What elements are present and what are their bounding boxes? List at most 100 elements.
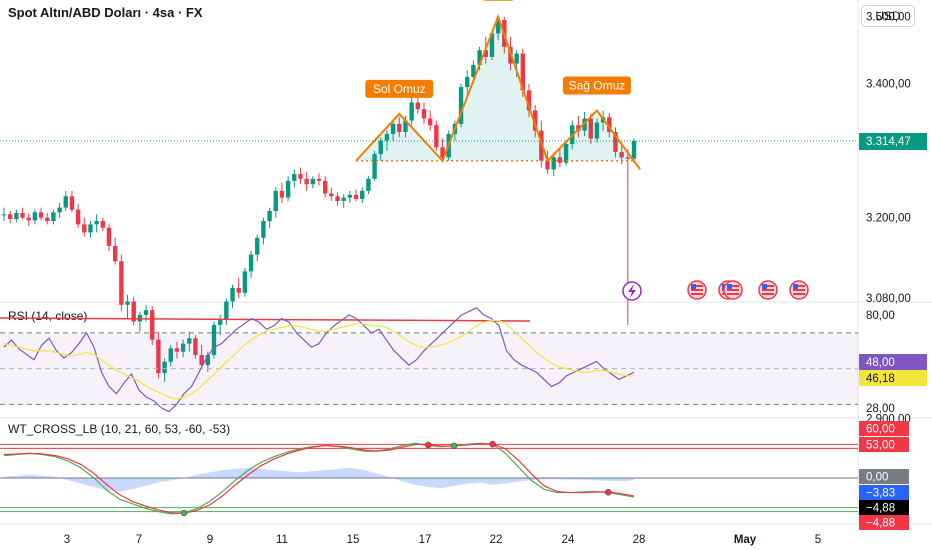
candle-body	[217, 319, 223, 325]
candle-body	[532, 110, 538, 131]
rsi-series-line	[3, 307, 635, 413]
last-price-badge	[859, 133, 927, 150]
x-tick-label: 28	[633, 534, 646, 546]
wt-series-line	[3, 443, 635, 514]
candle-body	[520, 53, 526, 91]
last-price-label: 3.314,47	[866, 136, 911, 148]
rsi-value-badge	[859, 354, 927, 370]
candle-body	[100, 221, 106, 228]
candle-body	[409, 102, 414, 121]
us-flag-icon	[691, 284, 696, 289]
candle-body	[242, 271, 248, 293]
us-flag-icon	[793, 293, 805, 295]
us-flag-icon	[727, 284, 732, 289]
wt-value-badge	[859, 469, 909, 484]
pattern-label-box	[365, 79, 434, 98]
candle-body	[415, 102, 421, 110]
wt-cross-dot	[489, 440, 496, 448]
candle-body	[230, 288, 235, 302]
candle-body	[477, 50, 482, 65]
rsi-ma-badge	[859, 370, 927, 386]
rsi-pane-title: RSI (14, close)	[8, 309, 88, 323]
candle-body	[304, 178, 309, 185]
candle-body	[347, 194, 353, 198]
candle-body	[32, 212, 38, 221]
candle-body	[187, 338, 192, 344]
candle-body	[440, 147, 445, 158]
candle-body	[434, 125, 439, 148]
candle-body	[63, 196, 68, 208]
candle-body	[366, 178, 371, 191]
candle-body	[125, 301, 130, 305]
pattern-label: Sol Omuz	[373, 82, 426, 96]
candle-body	[372, 154, 377, 179]
candle-body	[329, 193, 334, 197]
wt-value-badge	[859, 421, 909, 436]
candle-body	[112, 245, 118, 262]
candle-body	[199, 355, 204, 366]
candle-body	[150, 310, 155, 340]
x-tick-label: 15	[347, 534, 360, 546]
candle-body	[51, 212, 56, 222]
candle-body	[495, 20, 501, 34]
candle-body	[82, 224, 87, 233]
wt-value-label: −4,88	[866, 518, 895, 530]
x-tick-label: 22	[490, 534, 503, 546]
candle-body	[143, 310, 149, 315]
x-tick-label: 17	[419, 534, 432, 546]
rsi-series-line	[3, 319, 634, 400]
us-flag-icon	[793, 289, 805, 291]
pattern-label-box	[482, 0, 514, 1]
y-tick-label: 3.500,00	[866, 12, 911, 24]
currency-button[interactable]: USD	[861, 5, 915, 27]
wt-value-badge	[859, 437, 909, 452]
candle-body	[341, 197, 346, 201]
wt-cross-dot	[450, 442, 458, 450]
us-flag-icon	[793, 284, 798, 289]
candle-body	[292, 174, 297, 181]
x-tick-label: 7	[136, 534, 142, 546]
candle-body	[285, 180, 291, 198]
candle-body	[322, 180, 328, 194]
candle-body	[384, 133, 390, 141]
wt-value-label: 53,00	[866, 440, 895, 452]
wt-value-label: 60,00	[866, 424, 895, 436]
candle-body	[458, 87, 464, 124]
candle-body	[180, 343, 186, 352]
candle-body	[619, 152, 624, 158]
wt-histogram	[4, 467, 634, 492]
candle-body	[360, 190, 365, 199]
x-tick-label: 3	[64, 534, 70, 546]
pattern-label-box	[562, 76, 631, 95]
candle-body	[193, 338, 198, 356]
us-flag-icon	[762, 285, 774, 287]
wt-value-badge	[859, 485, 909, 500]
candle-body	[588, 118, 593, 139]
x-tick-label: 5	[815, 534, 821, 546]
us-flag-icon	[691, 289, 703, 291]
y-tick-label: 3.400,00	[866, 79, 911, 91]
wt-value-label: −4,88	[866, 503, 895, 515]
candle-body	[94, 221, 99, 225]
candle-body	[421, 109, 427, 119]
candle-body	[489, 33, 495, 57]
candle-body	[483, 50, 488, 57]
y-tick-label: 3.200,00	[866, 213, 911, 225]
rsi-value-label: 48,00	[866, 357, 895, 369]
us-flag-icon	[691, 293, 703, 295]
rsi-tick-label: 28,00	[866, 403, 895, 415]
candle-body	[224, 301, 229, 320]
lightning-icon	[628, 284, 636, 298]
wt-value-badge	[859, 515, 909, 530]
candle-body	[267, 210, 272, 222]
x-tick-label: 11	[276, 534, 288, 546]
candle-body	[563, 143, 569, 163]
y-tick-label: 3.080,00	[866, 293, 911, 305]
candle-body	[38, 212, 44, 218]
candle-body	[75, 209, 81, 225]
candle-body	[316, 178, 322, 181]
candle-body	[335, 196, 340, 201]
candle-body	[471, 64, 476, 77]
wt-value-badge	[859, 500, 909, 515]
